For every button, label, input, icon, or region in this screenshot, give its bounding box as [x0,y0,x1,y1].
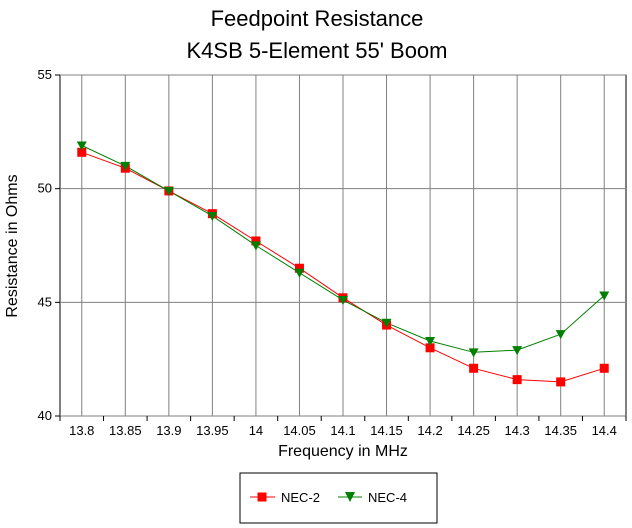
legend-nec4-marker [345,492,355,502]
x-tick-label: 14.15 [370,423,403,438]
y-tick-label: 55 [38,67,52,82]
y-tick-label: 45 [38,294,52,309]
legend-nec2-label: NEC-2 [281,490,320,505]
data-point-nec-2 [556,377,566,387]
data-point-nec-4 [76,141,87,151]
data-point-nec-2 [77,147,87,157]
data-point-nec-4 [294,268,305,278]
grid-lines [60,74,626,417]
data-point-nec-4 [207,211,218,221]
x-tick-label: 14.2 [417,423,442,438]
series-layer [76,141,610,387]
data-point-nec-2 [512,375,522,385]
chart-title-line-1: Feedpoint Resistance [211,6,424,31]
x-tick-label: 14.25 [457,423,490,438]
data-point-nec-2 [599,363,609,373]
data-point-nec-4 [468,348,479,358]
data-point-nec-4 [120,161,131,171]
x-axis-ticks: 13.8 13.85 13.9 13.95 14 14.05 14.1 14.15 14.2 14… [59,416,627,438]
x-tick-label: 14.1 [330,423,355,438]
x-axis-label: Frequency in MHz [278,443,408,460]
x-tick-label: 14.3 [504,423,529,438]
legend: NEC-2 NEC-4 [239,472,438,524]
x-tick-label: 13.95 [196,423,229,438]
data-point-nec-4 [512,346,523,356]
x-tick-label: 14.05 [283,423,316,438]
data-point-nec-4 [555,330,566,340]
x-tick-label: 13.8 [69,423,94,438]
legend-nec4-label: NEC-4 [368,490,407,505]
data-point-nec-4 [381,318,392,328]
x-tick-label: 14.35 [544,423,577,438]
legend-box [239,472,438,524]
data-point-nec-2 [469,363,479,373]
data-point-nec-4 [425,336,436,346]
chart-title-line-2: K4SB 5-Element 55' Boom [186,38,447,63]
y-tick-label: 40 [38,408,52,423]
x-tick-label: 14 [249,423,263,438]
data-point-nec-2 [425,343,435,353]
y-axis-label: Resistance in Ohms [4,174,21,317]
y-tick-label: 50 [38,181,52,196]
data-point-nec-4 [250,241,261,251]
data-point-nec-4 [599,291,610,301]
legend-nec2-marker [257,492,267,502]
y-axis-ticks: 40 45 50 55 [38,67,60,423]
data-point-nec-2 [294,263,304,273]
x-tick-label: 14.4 [592,423,617,438]
data-point-nec-2 [251,236,261,246]
data-point-nec-4 [163,186,174,196]
x-tick-label: 13.85 [109,423,142,438]
data-point-nec-4 [338,296,348,306]
x-tick-label: 13.9 [156,423,181,438]
